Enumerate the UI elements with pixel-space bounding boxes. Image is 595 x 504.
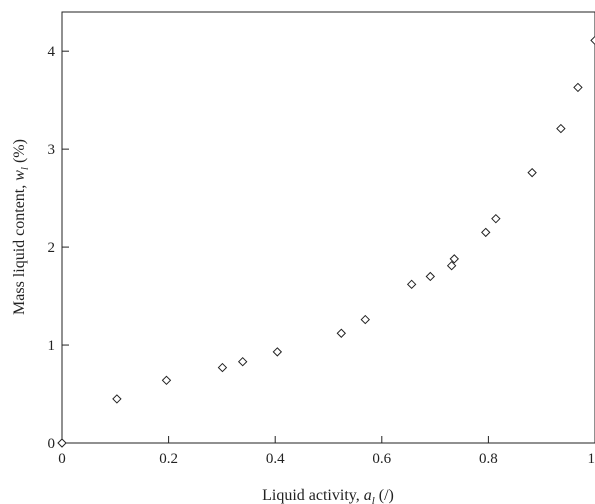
y-tick-label: 4: [48, 44, 56, 60]
data-point: [406, 279, 417, 290]
x-tick-label: 0.4: [266, 451, 285, 467]
y-tick-label: 2: [48, 240, 56, 256]
data-point: [360, 314, 370, 325]
data-point: [491, 213, 501, 224]
x-tick-label: 1: [588, 451, 595, 467]
y-axis-label-text: Mass liquid content,: [11, 181, 28, 315]
data-point: [556, 123, 566, 134]
data-point: [112, 394, 122, 404]
data-point: [527, 167, 537, 178]
y-tick-label: 3: [48, 142, 56, 158]
data-point: [425, 271, 436, 282]
data-point: [446, 260, 457, 271]
x-axis-label-variable: a: [364, 487, 372, 504]
data-point: [573, 82, 583, 93]
x-tick-label: 0.2: [159, 451, 178, 467]
data-point: [161, 375, 172, 386]
data-point: [449, 254, 459, 264]
y-tick-label: 0: [48, 436, 56, 452]
x-tick-label: 0.8: [479, 451, 498, 467]
y-axis-label-subscript: l: [19, 167, 31, 170]
x-axis-label-subscript: l: [372, 495, 375, 504]
x-tick-label: 0.6: [372, 451, 391, 467]
x-axis-label-unit: (/): [375, 487, 394, 504]
plot-frame: [61, 11, 595, 444]
x-axis-label: Liquid activity, al (/): [262, 487, 394, 504]
x-tick-label: 0: [58, 451, 66, 467]
y-axis-label-variable: w: [11, 170, 28, 181]
y-axis-label: Mass liquid content, wl (%): [11, 139, 31, 315]
data-points: [57, 35, 595, 448]
data-point: [590, 35, 595, 46]
x-axis: 0 0.2 0.4 0.6 0.8 1: [58, 436, 595, 467]
data-point: [57, 438, 67, 448]
y-axis-label-unit: (%): [11, 139, 28, 167]
data-point: [336, 328, 346, 338]
x-axis-label-text: Liquid activity,: [262, 487, 364, 504]
y-tick-label: 1: [48, 338, 56, 354]
data-point: [217, 362, 228, 373]
data-point: [237, 356, 248, 367]
data-point: [481, 227, 491, 238]
y-axis: 0 1 2 3 4: [48, 44, 69, 452]
data-point: [272, 347, 283, 357]
